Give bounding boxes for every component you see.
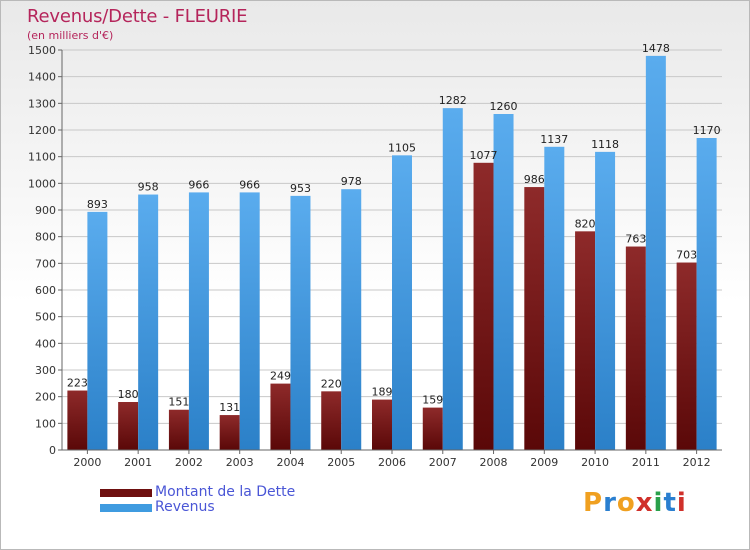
logo-letter: i: [653, 488, 664, 518]
legend-label-dette: Montant de la Dette: [155, 484, 296, 500]
x-tick-label: 2002: [175, 456, 203, 469]
x-tick-label: 2005: [327, 456, 355, 469]
x-tick-label: 2004: [276, 456, 304, 469]
data-label: 958: [138, 181, 159, 194]
x-tick-label: 2006: [378, 456, 406, 469]
bar-revenus: [188, 192, 209, 450]
y-tick-label: 1100: [28, 151, 56, 164]
x-tick-label: 2001: [124, 456, 152, 469]
chart-title: Revenus/Dette - FLEURIE: [27, 6, 248, 27]
y-tick-label: 1400: [28, 71, 56, 84]
data-label: 1077: [470, 149, 498, 162]
logo-letter: x: [635, 488, 654, 518]
bar-revenus: [595, 151, 616, 450]
bar-dette: [422, 407, 443, 450]
data-label: 180: [118, 388, 139, 401]
data-label: 953: [290, 182, 311, 195]
y-tick-label: 1000: [28, 177, 56, 190]
y-tick-label: 800: [35, 231, 56, 244]
data-label: 1105: [388, 141, 416, 154]
y-tick-label: 0: [49, 444, 56, 457]
y-tick-label: 600: [35, 284, 56, 297]
bar-dette: [473, 162, 494, 451]
y-tick-label: 500: [35, 311, 56, 324]
data-label: 131: [219, 401, 240, 414]
chart-subtitle: (en milliers d'€): [27, 29, 114, 42]
data-label: 763: [625, 233, 646, 246]
bar-dette: [67, 390, 88, 450]
data-label: 223: [67, 377, 88, 390]
y-tick-label: 700: [35, 257, 56, 270]
bar-revenus: [341, 189, 362, 450]
data-label: 893: [87, 198, 108, 211]
bar-dette: [372, 399, 392, 450]
data-label: 220: [321, 377, 342, 390]
data-label: 966: [239, 178, 260, 191]
data-label: 1478: [642, 42, 670, 55]
bar-dette: [321, 391, 342, 450]
x-tick-label: 2010: [581, 456, 609, 469]
data-label: 1118: [591, 138, 619, 151]
data-label: 1260: [490, 100, 518, 113]
x-tick-label: 2011: [632, 456, 660, 469]
legend-swatch-dette: [100, 489, 152, 497]
x-tick-label: 2008: [480, 456, 508, 469]
bar-dette: [575, 231, 596, 450]
bar-revenus: [290, 195, 311, 450]
logo-letter: P: [583, 488, 604, 518]
data-label: 159: [422, 394, 443, 407]
y-tick-label: 1500: [28, 44, 56, 57]
bar-dette: [270, 383, 291, 450]
data-label: 966: [188, 178, 209, 191]
data-label: 1170: [693, 124, 721, 137]
bar-revenus: [87, 211, 108, 450]
y-tick-label: 1200: [28, 124, 56, 137]
bar-dette: [676, 262, 697, 450]
data-label: 189: [372, 386, 393, 399]
x-tick-label: 2007: [429, 456, 457, 469]
bar-dette: [524, 187, 545, 451]
data-label: 986: [524, 173, 545, 186]
data-label: 703: [676, 249, 697, 262]
bar-revenus: [645, 55, 666, 450]
bar-dette: [219, 415, 240, 450]
x-tick-label: 2009: [530, 456, 558, 469]
y-tick-label: 200: [35, 391, 56, 404]
logo-letter: t: [663, 488, 677, 518]
x-tick-label: 2012: [683, 456, 711, 469]
data-label: 151: [168, 396, 189, 409]
data-label: 249: [270, 370, 291, 383]
bar-dette: [118, 402, 139, 450]
logo-letter: o: [616, 488, 636, 518]
y-tick-label: 300: [35, 364, 56, 377]
bar-dette: [168, 409, 189, 450]
bar-revenus: [493, 114, 514, 450]
bar-revenus: [138, 194, 159, 450]
legend-label-revenus: Revenus: [155, 499, 215, 515]
data-label: 1282: [439, 94, 467, 107]
data-label: 1137: [540, 133, 568, 146]
proxiti-logo: Proxiti: [583, 488, 687, 518]
bar-revenus: [544, 146, 565, 451]
data-label: 978: [341, 175, 362, 188]
bar-revenus: [696, 138, 717, 450]
y-tick-label: 1300: [28, 97, 56, 110]
bar-revenus: [392, 155, 412, 451]
x-tick-label: 2003: [226, 456, 254, 469]
y-tick-label: 100: [35, 417, 56, 430]
y-tick-label: 900: [35, 204, 56, 217]
logo-letter: r: [603, 488, 617, 518]
logo-letter: i: [676, 488, 687, 518]
bar-dette: [625, 246, 646, 450]
bar-revenus: [442, 108, 463, 450]
legend-swatch-revenus: [100, 504, 152, 512]
x-tick-label: 2000: [73, 456, 101, 469]
y-tick-label: 400: [35, 337, 56, 350]
bar-revenus: [239, 192, 260, 450]
data-label: 820: [575, 217, 596, 230]
